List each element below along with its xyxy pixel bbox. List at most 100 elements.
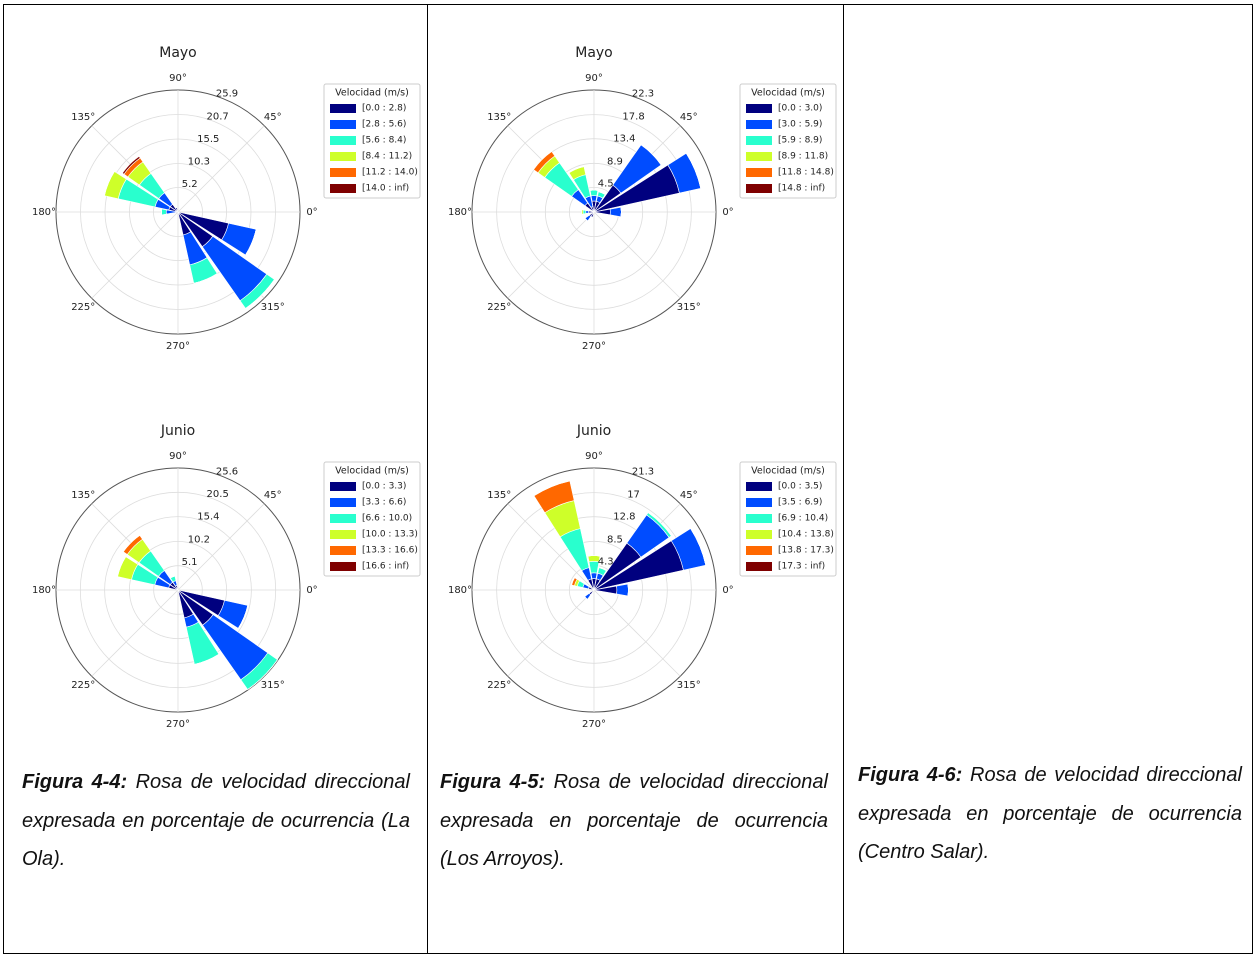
legend-label: [10.4 : 13.8) xyxy=(778,530,834,540)
angle-tick-label: 90° xyxy=(585,451,603,462)
legend-swatch xyxy=(746,168,772,177)
legend-label: [5.9 : 8.9) xyxy=(778,136,822,146)
rose-segment xyxy=(194,654,220,665)
radial-tick-label: 20.5 xyxy=(207,489,229,500)
grid-spoke xyxy=(507,503,595,591)
rose-segment xyxy=(584,218,588,222)
legend-swatch xyxy=(746,152,772,161)
legend-swatch xyxy=(330,168,356,177)
legend-label: [0.0 : 2.8) xyxy=(362,104,406,114)
angle-tick-label: 0° xyxy=(306,207,317,218)
legend-swatch xyxy=(746,498,772,507)
legend-swatch xyxy=(330,530,356,539)
chart-title: Junio xyxy=(160,423,195,439)
rose-segment xyxy=(609,206,622,218)
angle-tick-label: 180° xyxy=(448,585,472,596)
rose-segment xyxy=(598,567,607,571)
angle-tick-label: 45° xyxy=(680,112,698,123)
angle-tick-label: 315° xyxy=(261,680,285,691)
angle-tick-label: 315° xyxy=(677,302,701,313)
chart-title: Junio xyxy=(576,423,611,439)
angle-tick-label: 0° xyxy=(722,585,733,596)
grid-spoke xyxy=(507,211,595,299)
rose-segment xyxy=(122,156,141,175)
legend-swatch xyxy=(746,120,772,129)
legend-label: [3.3 : 6.6) xyxy=(362,498,406,508)
caption: Figura 4-5: Rosa de velocidad direcciona… xyxy=(440,763,828,879)
angle-tick-label: 135° xyxy=(487,112,511,123)
radial-tick-label: 15.4 xyxy=(197,512,219,523)
angle-tick-label: 0° xyxy=(306,585,317,596)
rose-segment xyxy=(616,583,629,597)
radial-tick-label: 20.7 xyxy=(206,111,228,122)
angle-tick-label: 270° xyxy=(166,341,190,352)
legend-label: [0.0 : 3.3) xyxy=(362,482,406,492)
rose-segment xyxy=(590,572,598,580)
legend-swatch xyxy=(330,120,356,129)
legend-label: [3.0 : 5.9) xyxy=(778,120,822,130)
radial-tick-label: 17.8 xyxy=(622,111,644,122)
rose-segment xyxy=(161,208,167,216)
legend-label: [17.3 : inf) xyxy=(778,562,825,572)
table-border xyxy=(3,4,1253,954)
legend-swatch xyxy=(330,514,356,523)
legend-label: [14.0 : inf) xyxy=(362,184,409,194)
chart-title: Mayo xyxy=(575,45,613,61)
radial-tick-label: 10.3 xyxy=(188,157,210,168)
legend-swatch xyxy=(330,562,356,571)
radial-tick-label: 22.3 xyxy=(632,89,654,100)
angle-tick-label: 180° xyxy=(32,585,56,596)
rose-segment xyxy=(598,191,606,195)
legend-title: Velocidad (m/s) xyxy=(751,88,825,99)
legend-swatch xyxy=(746,136,772,145)
angle-tick-label: 225° xyxy=(487,680,511,691)
legend-title: Velocidad (m/s) xyxy=(751,466,825,477)
rose-segment xyxy=(245,229,257,256)
angle-tick-label: 0° xyxy=(722,207,733,218)
radial-tick-label: 25.9 xyxy=(216,89,238,100)
legend-label: [8.9 : 11.8) xyxy=(778,152,828,162)
angle-tick-label: 270° xyxy=(166,719,190,730)
legend-swatch xyxy=(330,482,356,491)
caption-text: Rosa de velocidad direccional expresada … xyxy=(440,771,828,870)
rose-segment xyxy=(247,659,278,690)
angle-tick-label: 315° xyxy=(677,680,701,691)
angle-tick-label: 90° xyxy=(585,73,603,84)
radial-tick-label: 5.2 xyxy=(182,179,198,190)
grid-spoke xyxy=(593,589,681,677)
radial-tick-label: 15.5 xyxy=(197,134,219,145)
legend-swatch xyxy=(330,498,356,507)
angle-tick-label: 225° xyxy=(71,302,95,313)
rose-segment xyxy=(245,279,275,309)
legend-label: [8.4 : 11.2) xyxy=(362,152,412,162)
legend-title: Velocidad (m/s) xyxy=(335,466,409,477)
angle-tick-label: 180° xyxy=(32,207,56,218)
caption-text: Rosa de velocidad direccional expresada … xyxy=(22,771,410,870)
legend-label: [14.8 : inf) xyxy=(778,184,825,194)
rose-segment xyxy=(590,195,598,202)
grid-spoke xyxy=(177,125,265,213)
legend-label: [11.2 : 14.0) xyxy=(362,168,418,178)
rose-segment xyxy=(584,596,588,600)
radial-tick-label: 5.1 xyxy=(182,557,198,568)
chart-title: Mayo xyxy=(159,45,197,61)
rose-segment xyxy=(571,577,575,586)
radial-tick-label: 4.5 xyxy=(598,179,614,190)
radial-tick-label: 8.5 xyxy=(607,534,623,545)
angle-tick-label: 225° xyxy=(487,302,511,313)
angle-tick-label: 225° xyxy=(71,680,95,691)
legend-label: [0.0 : 3.5) xyxy=(778,482,822,492)
radial-tick-label: 17 xyxy=(627,489,640,500)
legend-label: [6.6 : 10.0) xyxy=(362,514,412,524)
legend-label: [6.9 : 10.4) xyxy=(778,514,828,524)
legend-label: [13.3 : 16.6) xyxy=(362,546,418,556)
legend-swatch xyxy=(746,562,772,571)
legend-swatch xyxy=(330,104,356,113)
grid-spoke xyxy=(507,589,595,677)
angle-tick-label: 180° xyxy=(448,207,472,218)
legend-label: [3.5 : 6.9) xyxy=(778,498,822,508)
legend-label: [11.8 : 14.8) xyxy=(778,168,834,178)
radial-tick-label: 13.4 xyxy=(613,134,635,145)
